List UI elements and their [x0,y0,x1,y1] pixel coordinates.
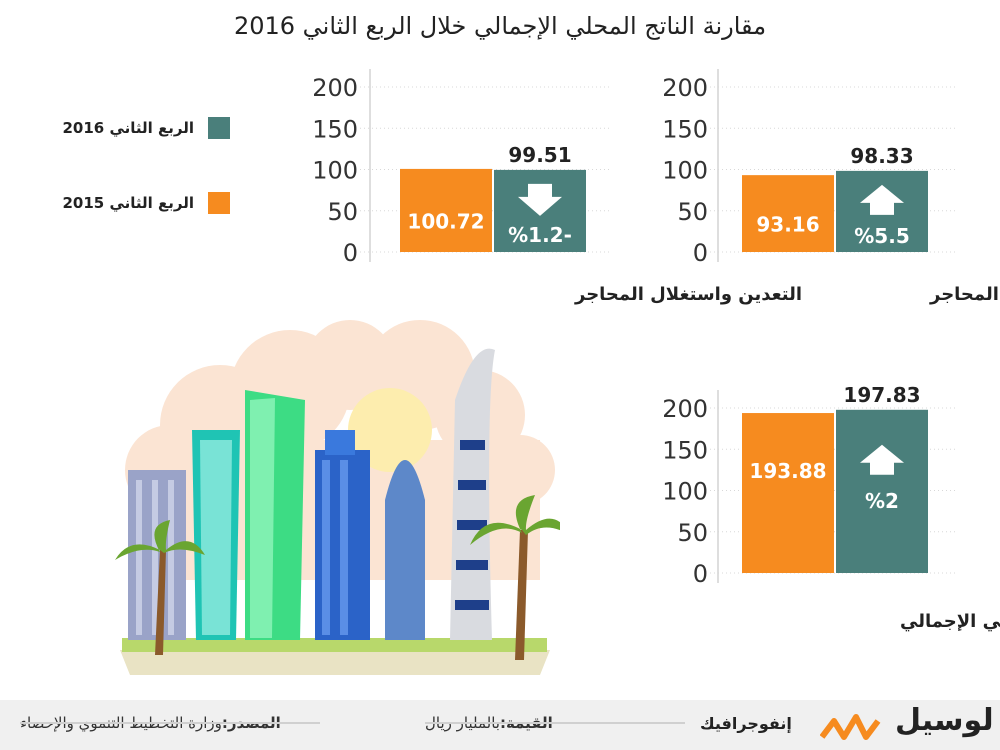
section-label: إنفوجرافيك [700,714,792,733]
data-label-2016: 99.51 [508,143,571,167]
data-label-2015: 93.16 [756,213,819,237]
tower-spire [450,348,495,640]
y-tick-label: 150 [312,115,358,143]
chart-title-non-mining: غير التعدين واستغلال المحاجر [929,284,1000,305]
divider-line-2 [425,722,685,724]
arrow-down-icon [518,183,562,216]
y-tick-label: 100 [312,157,358,185]
change-label: %1.2- [508,223,572,247]
y-tick-label: 100 [662,157,708,185]
brand-logo-icon [820,714,881,740]
legend-item-2015: الربع الثاني 2015 [40,191,230,215]
charts-canvas: 0 50 100 150 200 93.16 98.33 %5.5 غير التعدين وا… [312,69,1000,632]
y-tick-label: 0 [693,560,708,588]
chart-title-gdp: الناتج المحلي الإجمالي [900,611,1000,632]
y-tick-label: 150 [662,115,708,143]
page-title: مقارنة الناتج المحلي الإجمالي خلال الربع… [233,12,767,40]
arrow-up-icon [860,444,904,475]
tower-green-shade [250,398,275,638]
tower-dome [385,460,425,640]
y-tick-label: 0 [343,239,358,267]
bar-mining-2015 [400,168,492,252]
bar-gdp-2015 [742,413,834,573]
arrow-up-icon [860,184,904,215]
tower-teal [192,430,240,640]
y-tick-label: 50 [677,198,708,226]
tower-blue [315,430,370,640]
data-label-2016: 98.33 [850,144,913,168]
ground [120,650,550,675]
data-label-2016: 197.83 [843,383,920,407]
change-label: %5.5 [854,224,909,248]
legend-item-2016: الربع الثاني 2016 [40,116,230,140]
data-label-2015: 193.88 [749,459,826,483]
y-tick-label: 0 [693,239,708,267]
y-tick-label: 200 [662,395,708,423]
change-label: %2 [865,489,899,513]
tower-gray [128,470,186,640]
skyline-illustration [115,320,560,675]
data-label-2015: 100.72 [407,209,484,233]
y-tick-label: 200 [312,74,358,102]
y-tick-label: 50 [327,198,358,226]
brand-name: لوسيل [895,703,994,738]
y-tick-label: 150 [662,436,708,464]
legend-label-2016: الربع الثاني 2016 [62,119,194,137]
y-tick-label: 200 [662,74,708,102]
grass-strip [122,638,547,652]
palm-tree-left [115,520,205,655]
y-tick-label: 100 [662,478,708,506]
bar-non-mining-2015 [742,175,834,252]
legend-swatch-2016 [208,117,230,139]
legend-label-2015: الربع الثاني 2015 [62,194,194,212]
y-tick-label: 50 [677,519,708,547]
palm-tree-right [470,495,560,660]
divider-line [20,722,320,724]
bar-gdp-2016 [836,409,928,573]
chart-title-mining: التعدين واستغلال المحاجر [574,284,802,305]
legend-swatch-2015 [208,192,230,214]
